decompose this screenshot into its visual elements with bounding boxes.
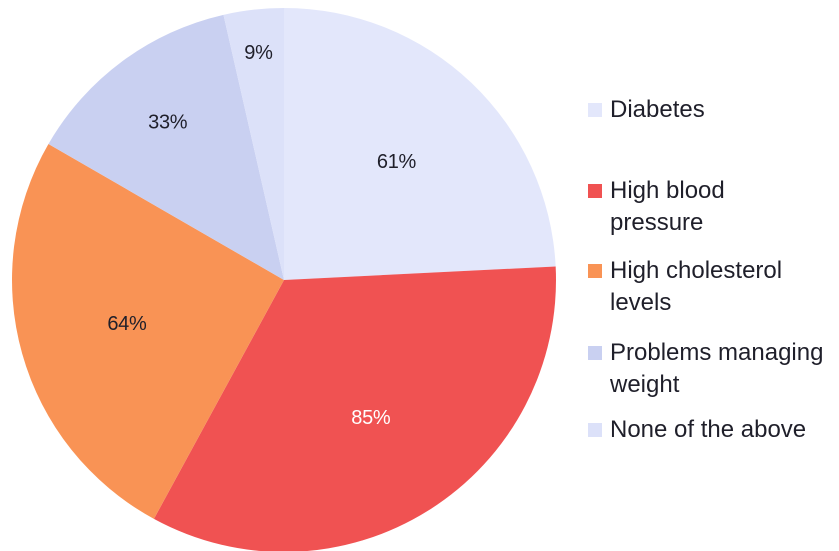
legend-swatch-high-blood-pressure	[588, 184, 602, 198]
pie-label-high-blood-pressure: 85%	[351, 407, 391, 429]
legend-label-none-of-the-above: None of the above	[610, 416, 807, 443]
pie-slice-problems-managing-weight	[48, 14, 285, 280]
legend-label-diabetes: Diabetes	[610, 96, 705, 123]
pie-slice-none-of-the-above	[223, 8, 284, 280]
pie-label-none-of-the-above: 9%	[244, 42, 273, 64]
legend-swatch-none-of-the-above	[588, 423, 602, 437]
legend-label-high-blood-pressure: High blood pressure	[610, 177, 725, 236]
pie-label-high-cholesterol: 64%	[107, 313, 147, 335]
legend-swatch-diabetes	[588, 103, 602, 117]
legend-item-high-blood-pressure: High blood pressure	[588, 175, 788, 239]
legend-item-none-of-the-above: None of the above	[588, 414, 839, 446]
legend-item-diabetes: Diabetes	[588, 94, 828, 126]
pie-slice-diabetes	[284, 8, 556, 280]
legend-swatch-high-cholesterol	[588, 264, 602, 278]
pie-label-diabetes: 61%	[377, 151, 417, 173]
legend-item-problems-managing-weight: Problems managing weight	[588, 337, 838, 401]
legend-swatch-problems-managing-weight	[588, 346, 602, 360]
pie-slice-high-blood-pressure	[153, 266, 557, 551]
pie-slice-high-cholesterol	[11, 144, 284, 519]
pie-label-problems-managing-weight: 33%	[148, 111, 188, 133]
legend-label-high-cholesterol: High cholesterol levels	[610, 257, 783, 316]
legend-label-problems-managing-weight: Problems managing weight	[610, 339, 824, 398]
legend-item-high-cholesterol: High cholesterol levels	[588, 255, 828, 319]
